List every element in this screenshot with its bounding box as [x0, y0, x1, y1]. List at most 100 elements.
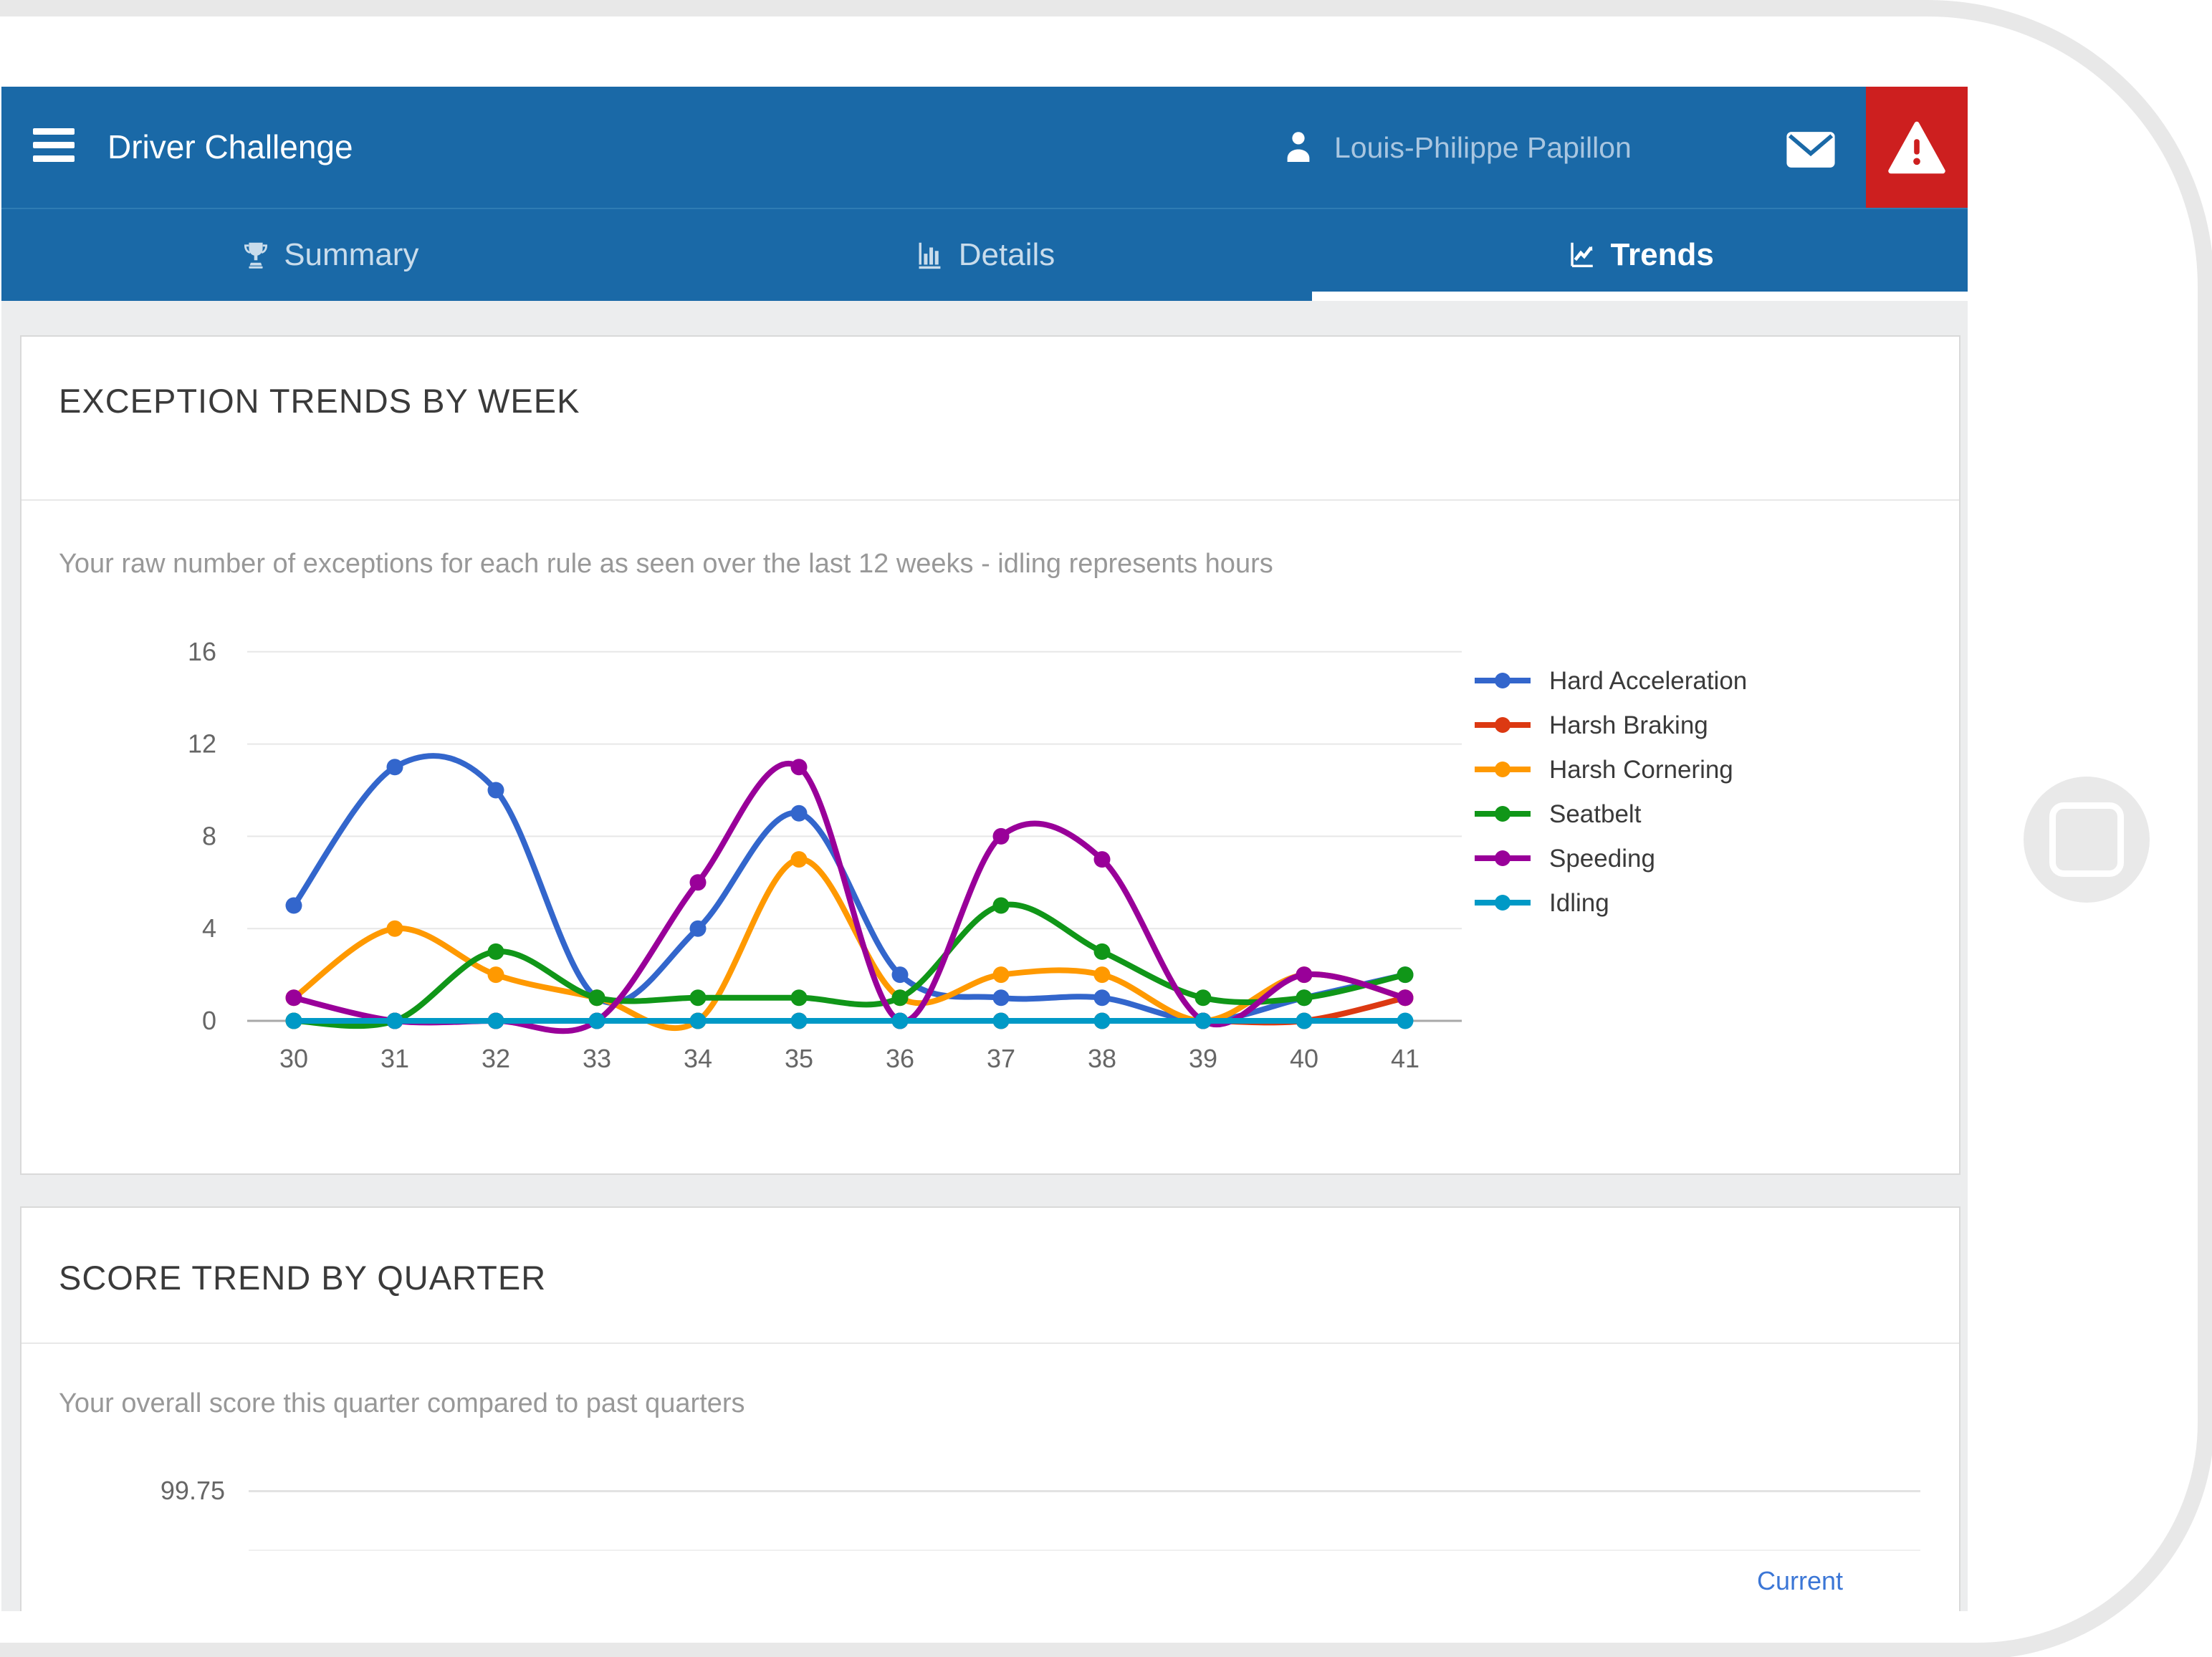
warning-icon: [1888, 121, 1945, 173]
data-point-hard-acceleration: [790, 805, 808, 822]
x-tick-label: 36: [886, 1044, 914, 1073]
x-tick-label: 34: [684, 1044, 712, 1073]
home-button[interactable]: [2024, 777, 2150, 903]
menu-icon[interactable]: [33, 128, 75, 169]
data-point-harsh-cornering: [487, 966, 504, 984]
data-point-seatbelt: [790, 989, 808, 1007]
data-point-idling: [790, 1012, 808, 1029]
x-tick-label: 30: [279, 1044, 308, 1073]
data-point-idling: [1194, 1012, 1212, 1029]
data-point-speeding: [1093, 851, 1111, 868]
data-point-harsh-cornering: [386, 920, 403, 937]
score-trend-card: SCORE TREND BY QUARTER Your overall scor…: [20, 1206, 1960, 1611]
legend-label: Speeding: [1549, 845, 1655, 873]
data-point-seatbelt: [588, 989, 605, 1007]
grid-line: [249, 1550, 1920, 1551]
data-point-idling: [386, 1012, 403, 1029]
grid-line: [249, 1490, 1920, 1492]
legend-swatch-dot: [1495, 673, 1510, 688]
app-title: Driver Challenge: [107, 128, 353, 165]
data-point-hard-acceleration: [285, 897, 302, 914]
data-point-hard-acceleration: [386, 759, 403, 776]
data-point-hard-acceleration: [992, 989, 1010, 1007]
app-header: Driver Challenge Louis-Philippe Papillon: [1, 87, 1968, 208]
data-point-idling: [487, 1012, 504, 1029]
x-tick-label: 41: [1391, 1044, 1419, 1073]
data-point-seatbelt: [1397, 966, 1414, 984]
legend-label: Hard Acceleration: [1549, 667, 1747, 695]
data-point-seatbelt: [1093, 943, 1111, 960]
data-point-speeding: [1296, 966, 1313, 984]
home-button-icon: [2049, 802, 2124, 877]
user-name[interactable]: Louis-Philippe Papillon: [1334, 131, 1632, 164]
data-point-harsh-cornering: [790, 851, 808, 868]
legend-swatch-dot: [1495, 895, 1510, 911]
data-point-seatbelt: [891, 989, 909, 1007]
data-point-speeding: [790, 759, 808, 776]
user-icon: [1287, 132, 1310, 162]
data-point-idling: [1397, 1012, 1414, 1029]
exception-trends-card: EXCEPTION TRENDS BY WEEK Your raw number…: [20, 335, 1960, 1175]
y-tick-label: 99.75: [160, 1476, 225, 1505]
legend-swatch-dot: [1495, 850, 1510, 866]
data-point-hard-acceleration: [1093, 989, 1111, 1007]
y-tick-label: 16: [188, 638, 216, 666]
y-tick-label: 4: [202, 913, 216, 943]
trophy-icon: [244, 242, 268, 269]
card-subtitle: Your raw number of exceptions for each r…: [59, 549, 1273, 579]
data-point-seatbelt: [992, 897, 1010, 914]
data-point-speeding: [285, 989, 302, 1007]
x-tick-label: 40: [1290, 1044, 1318, 1073]
tab-label: Details: [958, 237, 1055, 272]
x-tick-label: 37: [987, 1044, 1015, 1073]
alert-button[interactable]: [1866, 87, 1968, 208]
card-title: EXCEPTION TRENDS BY WEEK: [59, 382, 580, 420]
x-tick-label: 39: [1189, 1044, 1217, 1073]
divider: [21, 1343, 1959, 1344]
card-subtitle: Your overall score this quarter compared…: [59, 1388, 745, 1418]
tab-label: Trends: [1610, 237, 1714, 272]
tab-details[interactable]: Details: [657, 209, 1313, 301]
data-point-speeding: [1397, 989, 1414, 1007]
tab-bar: Summary Details Trend: [1, 208, 1968, 301]
tab-label: Summary: [284, 237, 419, 272]
data-point-idling: [1296, 1012, 1313, 1029]
series-line-speeding: [291, 760, 1408, 1034]
data-point-hard-acceleration: [689, 920, 707, 937]
x-tick-label: 35: [785, 1044, 813, 1073]
bar-chart-icon: [919, 242, 941, 269]
app-screen: Driver Challenge Louis-Philippe Papillon: [1, 87, 1968, 1611]
data-point-harsh-cornering: [1093, 966, 1111, 984]
active-tab-indicator: [1312, 292, 1968, 301]
exception-chart: 0 4 8 12 16 30 31 32 33 34 35 36 37 38 39 40 41 Hard Acce…: [188, 638, 1747, 1073]
x-tick-label: 31: [380, 1044, 409, 1073]
y-tick-label: 12: [188, 729, 216, 759]
envelope-icon[interactable]: [1786, 131, 1836, 168]
data-point-seatbelt: [689, 989, 707, 1007]
data-point-seatbelt: [487, 943, 504, 960]
legend-swatch-dot: [1495, 762, 1510, 777]
legend-label: Seatbelt: [1549, 800, 1642, 828]
tab-trends[interactable]: Trends: [1312, 209, 1968, 301]
data-point-idling: [992, 1012, 1010, 1029]
legend-label: Harsh Cornering: [1549, 756, 1733, 784]
legend-label: Harsh Braking: [1549, 711, 1708, 739]
current-quarter-label: Current: [1756, 1566, 1844, 1595]
data-point-speeding: [689, 874, 707, 891]
legend-label: Idling: [1549, 889, 1609, 917]
data-point-seatbelt: [1194, 989, 1212, 1007]
x-tick-label: 32: [482, 1044, 510, 1073]
data-point-idling: [1093, 1012, 1111, 1029]
data-point-hard-acceleration: [487, 782, 504, 799]
data-point-idling: [891, 1012, 909, 1029]
x-tick-label: 33: [583, 1044, 611, 1073]
data-point-speeding: [992, 827, 1010, 845]
legend-swatch-dot: [1495, 717, 1510, 733]
data-point-harsh-cornering: [992, 966, 1010, 984]
y-tick-label: 8: [202, 821, 216, 850]
data-point-seatbelt: [1296, 989, 1313, 1007]
y-tick-label: 0: [202, 1006, 216, 1035]
data-point-idling: [588, 1012, 605, 1029]
tab-summary[interactable]: Summary: [1, 209, 657, 301]
